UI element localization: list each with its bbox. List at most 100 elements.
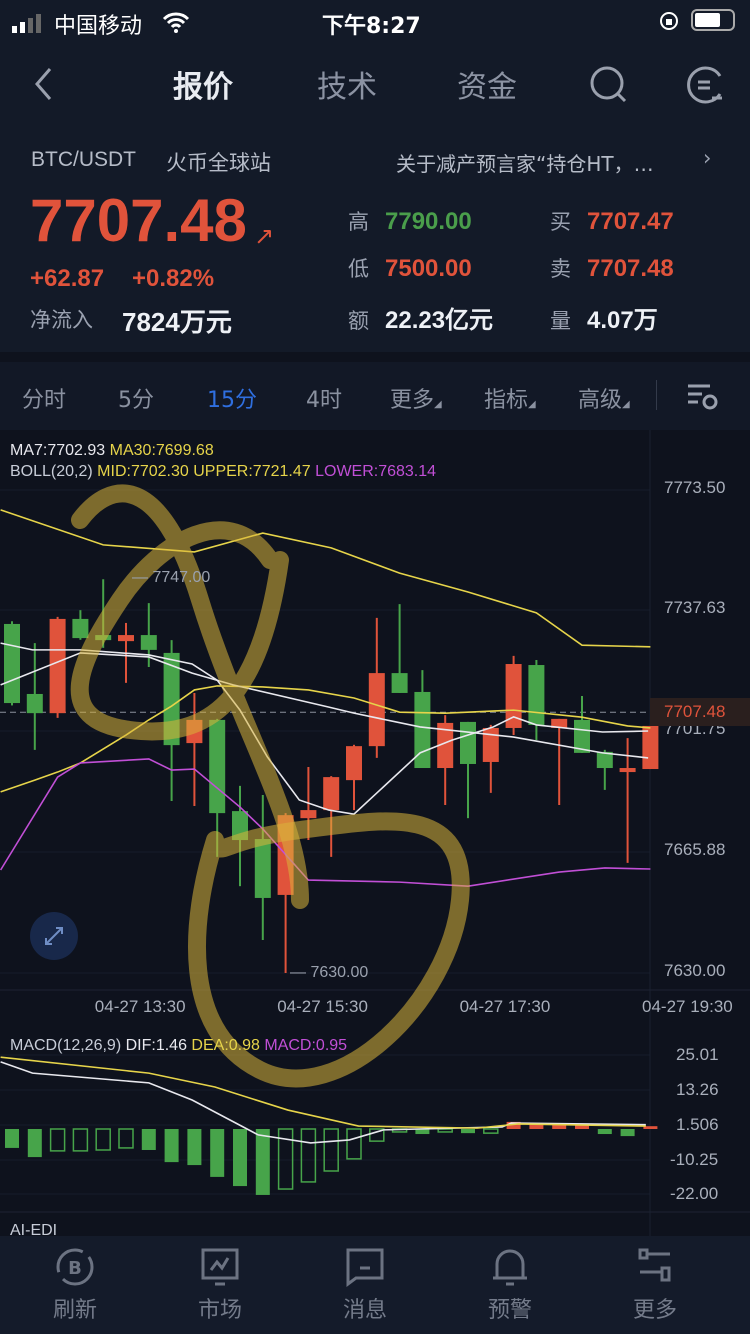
divider — [656, 380, 657, 410]
next-indicator-title: AI-EDI — [10, 1222, 58, 1239]
customer-service-icon[interactable] — [684, 64, 726, 106]
bottom-nav — [0, 1236, 750, 1334]
legend-ma7: MA7:7702.93 — [10, 442, 106, 459]
macd-bar — [346, 1128, 362, 1160]
candle-body — [140, 635, 157, 650]
legend-ma30: MA30:7699.68 — [109, 442, 214, 459]
macd-bar — [552, 1123, 567, 1129]
candle-body — [528, 665, 545, 725]
max-price-marker: — 7747.00 — [132, 569, 211, 586]
stat-4: 额 22.23亿元 — [348, 307, 494, 334]
interval-tab-6[interactable]: 高级◢ — [578, 388, 630, 413]
macd-y-tick: 25.01 — [676, 1045, 719, 1064]
y-tick: 7773.50 — [664, 478, 726, 497]
candle-body — [437, 722, 454, 769]
pair-name: BTC/USDT — [31, 148, 136, 171]
chart-settings-icon[interactable] — [686, 382, 720, 412]
candle-body — [414, 691, 431, 769]
legend-macd: MACD:0.95 — [264, 1037, 348, 1054]
refresh-b-icon: B — [0, 1246, 150, 1288]
price-change: +62.87 — [30, 265, 105, 292]
candle-body — [596, 751, 613, 769]
legend-boll: BOLL(20,2) — [10, 463, 93, 480]
bottom-nav-item-0[interactable]: B 刷新 — [0, 1246, 150, 1324]
bottom-nav-item-3[interactable]: 预警 — [435, 1246, 585, 1324]
back-icon[interactable] — [32, 66, 56, 102]
news-link[interactable]: 关于减产预言家“持仓HT，… — [396, 152, 654, 176]
macd-bar — [277, 1128, 294, 1190]
bottom-nav-item-4[interactable]: 更多 — [580, 1246, 730, 1324]
bottom-nav-item-2[interactable]: 消息 — [290, 1246, 440, 1324]
handwriting-annotation — [187, 812, 470, 1088]
tab-technical[interactable]: 技术 — [317, 70, 377, 105]
candle-body — [4, 623, 20, 704]
macd-bar — [27, 1129, 42, 1158]
line-dea — [0, 1056, 646, 1129]
x-tick: 04-27 13:30 — [94, 997, 186, 1016]
chart-background — [0, 430, 750, 1236]
macd-bar — [141, 1129, 156, 1150]
macd-bar — [529, 1123, 544, 1129]
macd-bar — [483, 1128, 499, 1134]
macd-bar — [369, 1128, 385, 1142]
chevron-right-icon[interactable]: › — [703, 146, 712, 170]
interval-tab-5[interactable]: 指标◢ — [484, 388, 536, 413]
candle-body — [72, 618, 89, 639]
interval-tab-0[interactable]: 分时 — [22, 388, 67, 413]
candle-body — [368, 673, 385, 747]
tab-quote[interactable]: 报价 — [173, 70, 233, 105]
interval-tab-4[interactable]: 更多◢ — [390, 388, 442, 413]
header-panel — [0, 0, 750, 352]
rotation-lock-icon — [660, 12, 678, 30]
candle-body — [642, 725, 659, 770]
net-inflow-label: 净流入 — [30, 308, 93, 332]
macd-bar — [72, 1128, 89, 1152]
line-lower — [0, 758, 651, 887]
interval-tab-1[interactable]: 5分 — [118, 388, 154, 413]
bell-icon — [435, 1246, 585, 1288]
exchange-name: 火币全球站 — [166, 151, 271, 175]
macd-bar — [164, 1129, 179, 1163]
stat-0: 高 7790.00 — [348, 208, 472, 235]
x-tick: 04-27 17:30 — [459, 997, 551, 1016]
macd-y-tick: -22.00 — [670, 1184, 719, 1203]
candlestick-chart[interactable] — [0, 0, 750, 1236]
macd-bar — [575, 1124, 589, 1129]
line-mid — [0, 652, 649, 759]
macd-bar — [643, 1126, 658, 1129]
stat-3: 卖 7707.48 — [550, 255, 674, 282]
candle-body — [300, 810, 317, 819]
price-change-pct: +0.82% — [132, 265, 215, 292]
candle-body — [619, 768, 636, 773]
interval-tab-2[interactable]: 15分 — [207, 388, 257, 413]
candle-body — [551, 718, 568, 728]
y-tick: 7630.00 — [664, 961, 726, 980]
y-tick: 7665.88 — [664, 840, 726, 859]
market-monitor-icon — [145, 1246, 295, 1288]
macd-bar — [323, 1128, 339, 1172]
expand-icon — [45, 927, 63, 945]
x-tick: 04-27 15:30 — [277, 997, 368, 1016]
macd-bar — [49, 1128, 66, 1152]
macd-bar — [597, 1129, 612, 1135]
candle-body — [209, 719, 226, 814]
bottom-nav-item-1[interactable]: 市场 — [145, 1246, 295, 1324]
search-icon[interactable] — [588, 64, 630, 106]
tab-funds[interactable]: 资金 — [457, 70, 517, 105]
arrow-up-right-icon: ↗ — [254, 222, 275, 250]
interval-tab-3[interactable]: 4时 — [306, 388, 342, 413]
macd-title: MACD(12,26,9) — [10, 1037, 122, 1054]
candle-body — [574, 719, 590, 753]
macd-y-tick: 13.26 — [676, 1080, 719, 1099]
min-price-marker: — 7630.00 — [290, 964, 369, 981]
interval-bar — [0, 362, 750, 430]
x-tick: 04-27 19:30 — [642, 997, 733, 1016]
svg-text:B: B — [68, 1258, 82, 1279]
y-tick: 7737.63 — [664, 598, 726, 617]
candle-body — [391, 673, 408, 693]
macd-bar — [255, 1129, 270, 1195]
last-price: 7707.48 — [30, 187, 247, 254]
line-upper — [0, 509, 651, 648]
macd-y-tick: 1.506 — [676, 1115, 719, 1134]
fullscreen-button[interactable] — [30, 912, 78, 960]
